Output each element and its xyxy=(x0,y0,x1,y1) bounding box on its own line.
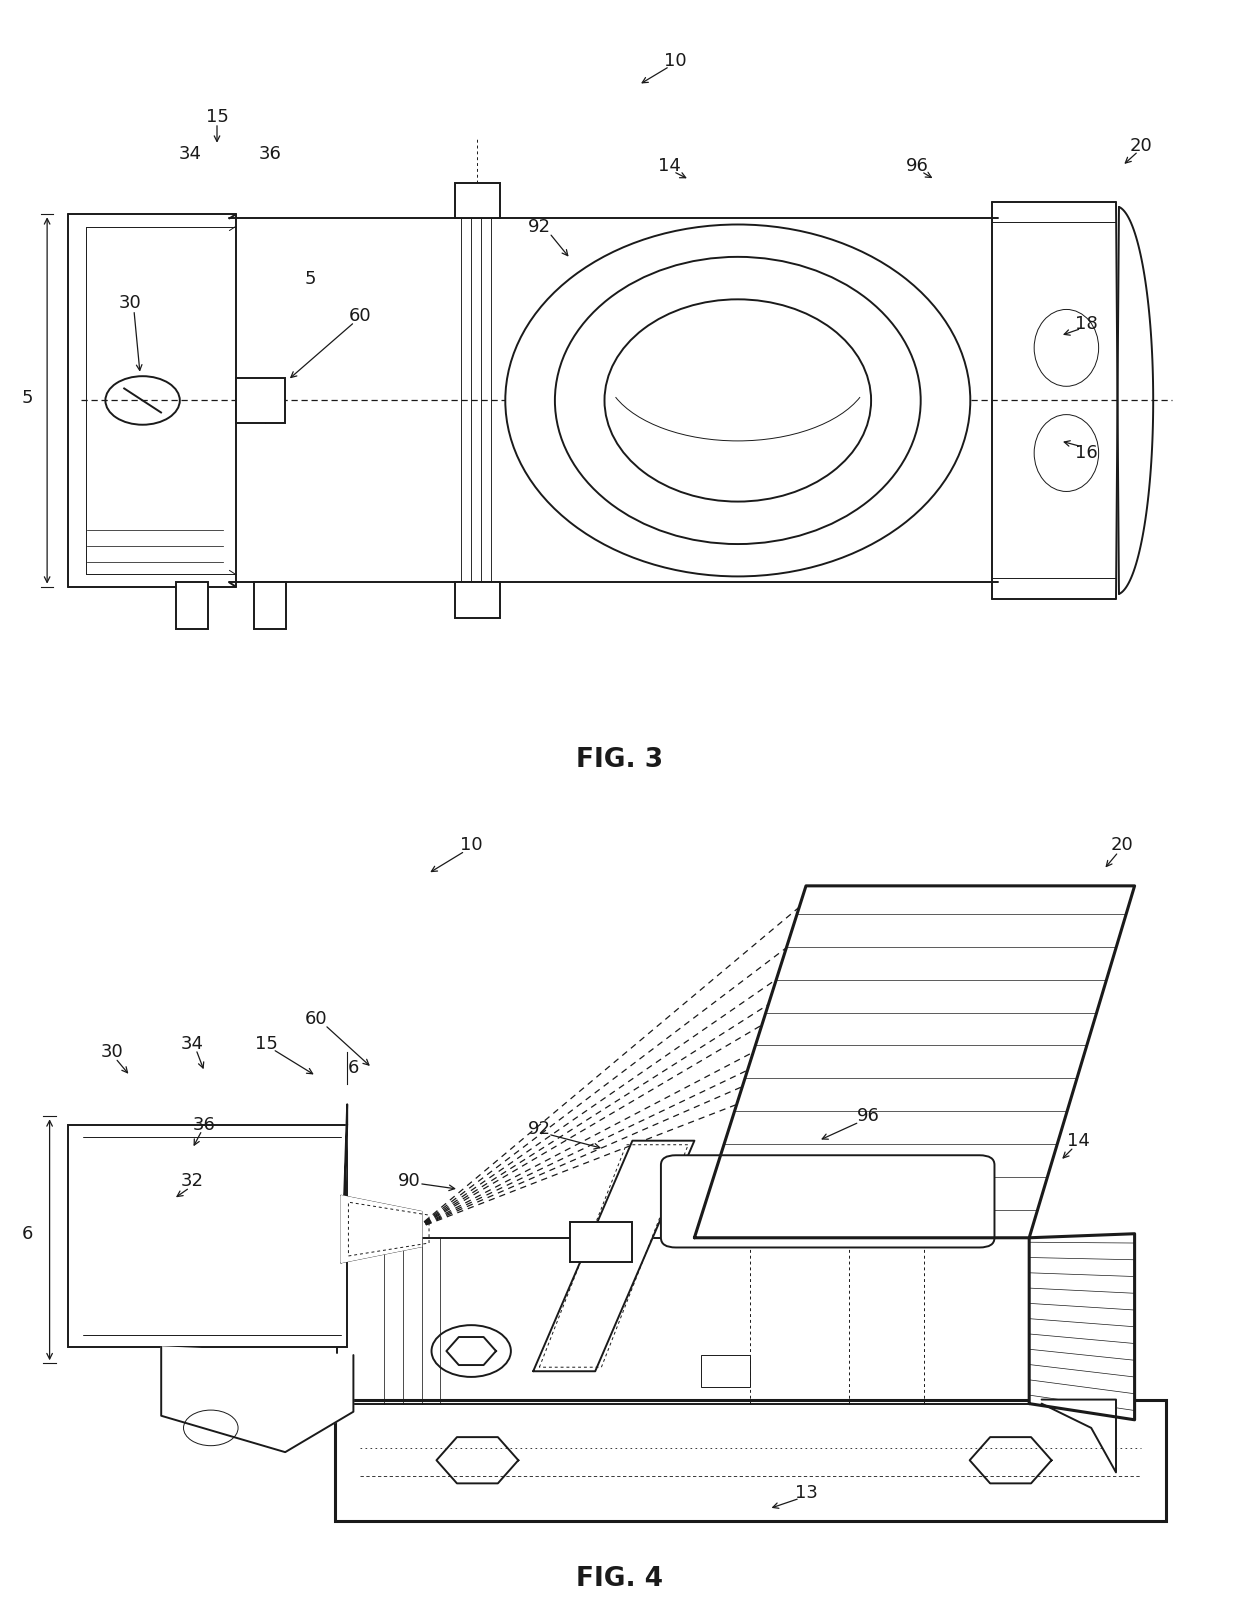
Text: 34: 34 xyxy=(179,144,201,163)
Text: 30: 30 xyxy=(119,294,141,312)
Text: 36: 36 xyxy=(259,144,281,163)
Text: 20: 20 xyxy=(1130,136,1152,155)
Polygon shape xyxy=(343,1103,347,1238)
Polygon shape xyxy=(161,1346,353,1453)
Text: 6: 6 xyxy=(21,1225,33,1243)
Text: 14: 14 xyxy=(658,157,681,175)
Ellipse shape xyxy=(605,299,870,502)
Text: 13: 13 xyxy=(795,1484,817,1502)
Text: 60: 60 xyxy=(305,1010,327,1029)
Text: 15: 15 xyxy=(255,1034,278,1053)
Polygon shape xyxy=(341,1196,422,1262)
Text: 60: 60 xyxy=(348,306,371,325)
FancyBboxPatch shape xyxy=(701,1356,750,1387)
FancyBboxPatch shape xyxy=(176,582,208,629)
FancyBboxPatch shape xyxy=(254,582,286,629)
FancyBboxPatch shape xyxy=(68,1125,347,1346)
Text: 34: 34 xyxy=(181,1034,203,1053)
Text: 30: 30 xyxy=(100,1042,123,1061)
Ellipse shape xyxy=(1034,309,1099,387)
Text: 5: 5 xyxy=(304,270,316,288)
Polygon shape xyxy=(694,887,1135,1238)
Text: 18: 18 xyxy=(1075,314,1097,333)
FancyBboxPatch shape xyxy=(570,1222,632,1262)
Ellipse shape xyxy=(556,257,920,544)
Text: 5: 5 xyxy=(21,388,33,408)
Text: 32: 32 xyxy=(181,1171,203,1191)
Text: 92: 92 xyxy=(528,1120,551,1137)
Text: 36: 36 xyxy=(193,1115,216,1134)
Text: 96: 96 xyxy=(906,157,929,175)
FancyBboxPatch shape xyxy=(236,379,285,424)
Polygon shape xyxy=(1029,1235,1135,1421)
FancyBboxPatch shape xyxy=(335,1400,1166,1521)
Ellipse shape xyxy=(506,225,970,576)
Text: 15: 15 xyxy=(206,108,228,126)
Text: 14: 14 xyxy=(1068,1131,1090,1150)
Text: FIG. 4: FIG. 4 xyxy=(577,1566,663,1592)
Polygon shape xyxy=(533,1141,694,1372)
Text: 10: 10 xyxy=(460,837,482,854)
Ellipse shape xyxy=(1034,414,1099,492)
Text: 96: 96 xyxy=(857,1107,879,1126)
Text: 90: 90 xyxy=(398,1171,420,1191)
FancyBboxPatch shape xyxy=(661,1155,994,1247)
Text: 6: 6 xyxy=(347,1058,360,1078)
Text: 16: 16 xyxy=(1075,443,1097,463)
Text: 92: 92 xyxy=(528,217,551,236)
FancyBboxPatch shape xyxy=(455,582,500,618)
Text: FIG. 3: FIG. 3 xyxy=(577,748,663,773)
Polygon shape xyxy=(1042,1400,1116,1472)
FancyBboxPatch shape xyxy=(455,183,500,218)
Text: 20: 20 xyxy=(1111,837,1133,854)
Text: 10: 10 xyxy=(665,52,687,70)
